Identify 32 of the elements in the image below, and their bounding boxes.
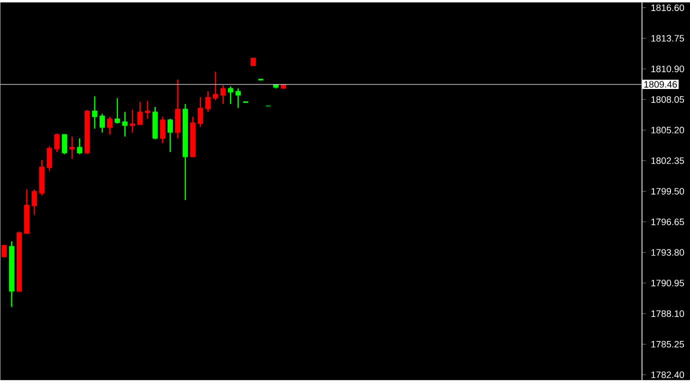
- candlestick: [235, 88, 241, 109]
- candlestick: [107, 116, 112, 136]
- y-tick-label: 1808.05: [651, 96, 684, 104]
- candlestick: [122, 111, 128, 138]
- candlestick: [175, 79, 180, 140]
- y-tick-label: 1788.10: [651, 310, 684, 318]
- candlestick: [46, 146, 52, 172]
- candlestick: [168, 118, 173, 153]
- ref-line-label: 1809.46: [644, 81, 677, 88]
- y-tick-label: 1793.80: [651, 249, 684, 256]
- candlestick: [92, 96, 98, 130]
- candlestick: [76, 138, 82, 155]
- candlestick: [62, 134, 68, 155]
- y-tick-label: 1785.25: [651, 341, 684, 348]
- y-tick-label: 1796.65: [651, 218, 684, 226]
- y-tick-label: 1799.50: [651, 188, 684, 195]
- candlestick: [32, 188, 38, 216]
- candlestick: [1, 244, 7, 258]
- y-tick-label: 1810.90: [651, 66, 684, 72]
- candlestick: [54, 133, 60, 153]
- y-tick-label: 1790.95: [651, 280, 684, 287]
- y-tick-label: 1813.75: [651, 35, 684, 42]
- candlestick: [69, 136, 75, 160]
- candlestick: [228, 86, 234, 105]
- y-tick-label: 1805.20: [651, 127, 684, 134]
- y-tick-label: 1782.40: [651, 372, 684, 378]
- candlestick: [160, 116, 166, 144]
- y-tick-label: 1802.35: [651, 158, 684, 164]
- candlestick: [114, 98, 120, 124]
- candlestick: [100, 113, 105, 134]
- y-tick-label: 1816.60: [651, 4, 684, 12]
- candlestick: [198, 96, 204, 128]
